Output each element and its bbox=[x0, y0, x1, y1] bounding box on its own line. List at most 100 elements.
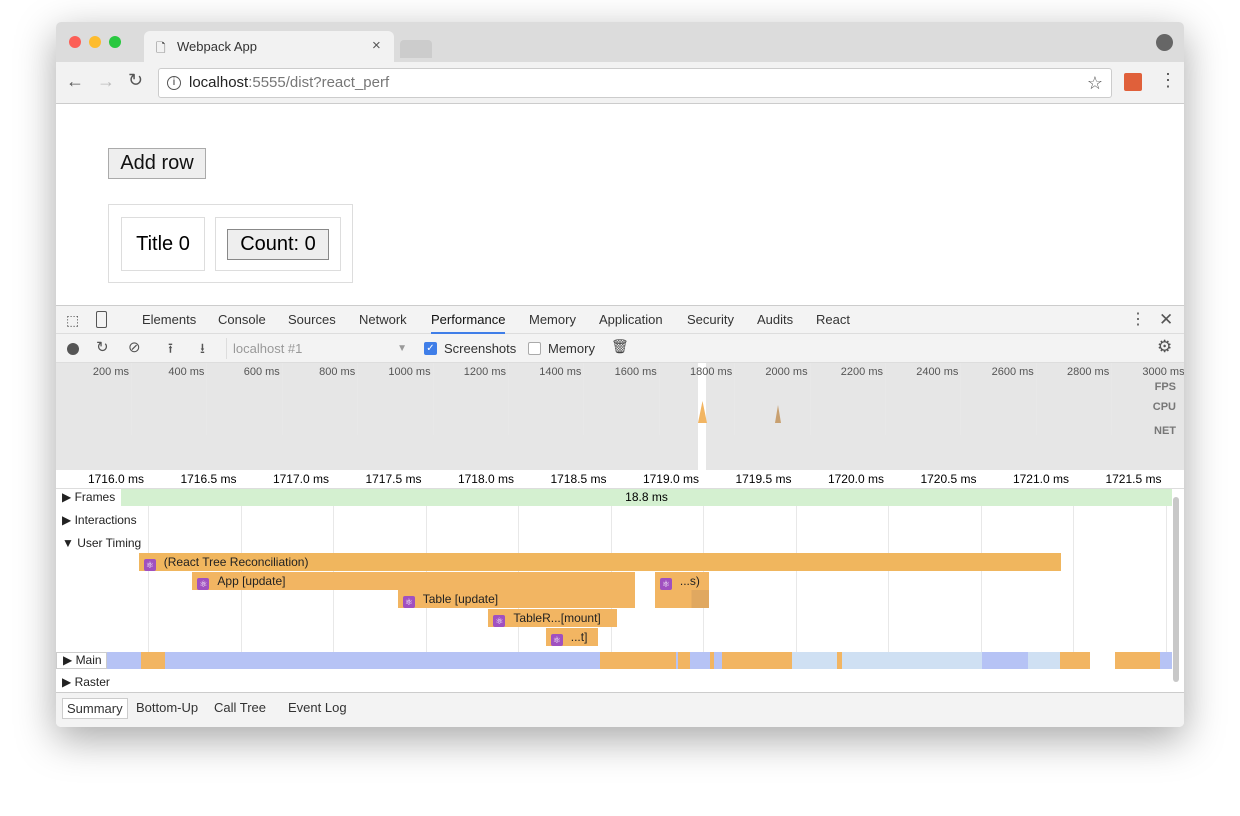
add-row-button[interactable]: Add row bbox=[108, 148, 206, 179]
react-icon: ⚛ bbox=[143, 559, 156, 571]
memory-label: Memory bbox=[548, 341, 595, 356]
overview-lane-fps: FPS bbox=[1154, 381, 1176, 393]
user-timing-bar[interactable] bbox=[654, 590, 711, 609]
overview-gridline bbox=[281, 363, 283, 435]
overview-gridline bbox=[131, 363, 132, 435]
tab-memory[interactable]: Memory bbox=[529, 312, 576, 327]
ruler-tick-label: 1719.0 ms bbox=[642, 472, 699, 486]
close-window-button[interactable] bbox=[69, 36, 81, 48]
tab-performance[interactable]: Performance bbox=[431, 306, 506, 334]
main-task[interactable] bbox=[1060, 652, 1090, 669]
minimize-window-button[interactable] bbox=[89, 36, 101, 48]
bookmark-star-icon[interactable]: ☆ bbox=[1086, 73, 1103, 93]
timeline-gridline bbox=[888, 506, 889, 652]
main-task[interactable] bbox=[792, 652, 982, 669]
main-task[interactable] bbox=[710, 652, 714, 669]
overview-tick-label: 1600 ms bbox=[614, 366, 657, 378]
timeline-gridline bbox=[1073, 506, 1074, 652]
close-devtools-icon[interactable]: ✕ bbox=[1159, 310, 1174, 329]
close-tab-icon[interactable]: × bbox=[372, 37, 381, 54]
overview-gridline bbox=[432, 363, 434, 435]
browser-tab[interactable]: 🗋 Webpack App × bbox=[144, 31, 394, 62]
main-task[interactable] bbox=[678, 652, 690, 669]
overview-tick-label: 2600 ms bbox=[991, 366, 1034, 378]
clear-icon[interactable]: ⊘ bbox=[128, 339, 141, 356]
flame-chart[interactable]: 18.8 ms ▶ Frames ▶ Interactions ▼ User T… bbox=[56, 489, 1184, 692]
user-timing-bar[interactable]: ⚛ App [update] bbox=[192, 571, 637, 590]
tab-elements[interactable]: Elements bbox=[142, 312, 197, 327]
main-track-label[interactable]: ▶ Main bbox=[56, 652, 107, 669]
reload-profile-icon[interactable]: ↻ bbox=[96, 339, 109, 356]
save-profile-icon[interactable]: ⭳ bbox=[200, 340, 205, 356]
overview-tick-label: 1800 ms bbox=[690, 366, 733, 378]
inspect-element-icon[interactable]: ⬚ bbox=[66, 312, 80, 328]
screenshots-checkbox[interactable]: ✓ bbox=[424, 342, 437, 355]
url-path: :5555/dist?react_perf bbox=[248, 74, 390, 91]
device-toolbar-icon[interactable] bbox=[96, 311, 107, 328]
settings-gear-icon[interactable]: ⚙ bbox=[1157, 337, 1173, 356]
url-input[interactable]: i localhost:5555/dist?react_perf ☆ bbox=[158, 68, 1112, 98]
timeline-gridline bbox=[148, 506, 149, 652]
trash-icon[interactable]: 🗑 bbox=[611, 338, 629, 354]
tab-application[interactable]: Application bbox=[599, 312, 663, 327]
tab-call-tree[interactable]: Call Tree bbox=[214, 700, 267, 715]
bar-label: App [update] bbox=[217, 573, 286, 588]
overview-tick-label: 2800 ms bbox=[1067, 366, 1110, 378]
main-track[interactable] bbox=[107, 652, 1172, 669]
main-task[interactable] bbox=[722, 652, 792, 669]
user-timing-bar[interactable]: ⚛ TableR...[mount] bbox=[488, 609, 618, 628]
overview-gridline bbox=[960, 363, 962, 435]
load-profile-icon[interactable]: ⭱ bbox=[168, 340, 173, 356]
main-task[interactable] bbox=[837, 652, 842, 669]
main-task[interactable] bbox=[600, 652, 676, 669]
ruler-tick-label: 1720.0 ms bbox=[827, 472, 884, 486]
frame-bar[interactable]: 18.8 ms bbox=[121, 489, 1172, 506]
new-tab-button[interactable] bbox=[400, 40, 432, 58]
record-icon[interactable] bbox=[67, 343, 79, 355]
main-task[interactable] bbox=[982, 652, 1028, 669]
count-button[interactable]: Count: 0 bbox=[227, 229, 329, 260]
cpu-spike bbox=[698, 401, 707, 423]
user-timing-track-label[interactable]: ▼ User Timing bbox=[62, 536, 142, 550]
back-icon[interactable]: ← bbox=[66, 71, 84, 91]
time-ruler: 1716.0 ms 1716.5 ms 1717.0 ms 1717.5 ms 1718… bbox=[56, 470, 1184, 489]
interactions-track-label[interactable]: ▶ Interactions bbox=[62, 513, 137, 527]
tab-summary[interactable]: Summary bbox=[62, 698, 128, 719]
main-task[interactable] bbox=[141, 652, 165, 669]
timeline-overview[interactable]: 200 ms 400 ms 600 ms 800 ms 1000 ms 1200 ms 14… bbox=[56, 363, 1184, 470]
tab-react[interactable]: React bbox=[816, 312, 850, 327]
tab-audits[interactable]: Audits bbox=[757, 312, 794, 327]
forward-icon[interactable]: → bbox=[97, 71, 115, 91]
memory-checkbox[interactable] bbox=[528, 342, 541, 355]
tab-event-log[interactable]: Event Log bbox=[288, 700, 347, 715]
dropdown-arrow-icon: ▼ bbox=[397, 343, 407, 354]
raster-track-label[interactable]: ▶ Raster bbox=[62, 675, 110, 689]
profile-icon[interactable] bbox=[1156, 34, 1173, 51]
bar-label: Table [update] bbox=[422, 592, 499, 607]
user-timing-bar[interactable]: ⚛ Table [update] bbox=[397, 590, 637, 609]
tab-bottom-up[interactable]: Bottom-Up bbox=[136, 700, 199, 715]
title-cell: Title 0 bbox=[121, 217, 205, 271]
main-task[interactable] bbox=[1090, 652, 1115, 669]
tab-sources[interactable]: Sources bbox=[288, 312, 336, 327]
devtools-menu-icon[interactable]: ⋮ bbox=[1130, 311, 1146, 328]
user-timing-bar[interactable]: ⚛ (React Tree Reconciliation) bbox=[138, 553, 1062, 571]
tab-network[interactable]: Network bbox=[359, 312, 407, 327]
user-timing-bar[interactable]: ⚛ ...s) bbox=[654, 571, 711, 590]
react-icon: ⚛ bbox=[659, 577, 672, 590]
user-timing-bar[interactable]: ⚛ ...t] bbox=[545, 627, 600, 646]
frames-track-label[interactable]: ▶ Frames bbox=[62, 490, 116, 504]
react-extension-icon[interactable] bbox=[1124, 73, 1142, 91]
reload-icon[interactable]: ↻ bbox=[128, 70, 144, 90]
main-task[interactable] bbox=[1115, 652, 1160, 669]
menu-kebab-icon[interactable]: ⋮ bbox=[1159, 70, 1177, 90]
profile-select[interactable]: localhost #1 ▼ bbox=[226, 338, 409, 359]
scrollbar[interactable] bbox=[1173, 497, 1179, 682]
zoom-window-button[interactable] bbox=[109, 36, 121, 48]
bar-label: ...s) bbox=[679, 573, 700, 588]
info-icon[interactable]: i bbox=[167, 76, 181, 90]
overview-gridline bbox=[658, 363, 660, 435]
tab-console[interactable]: Console bbox=[218, 312, 266, 327]
tab-security[interactable]: Security bbox=[687, 312, 734, 327]
main-task[interactable] bbox=[1028, 652, 1060, 669]
